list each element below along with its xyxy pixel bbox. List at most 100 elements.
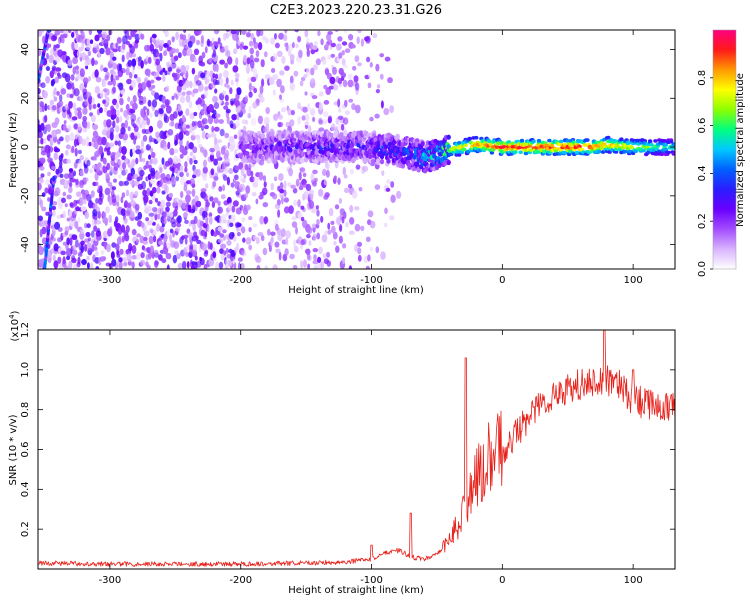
spectrogram-cell <box>352 65 357 71</box>
spectrogram-cell <box>185 108 190 116</box>
spectrogram-cell <box>51 205 57 211</box>
spectrogram-cell <box>341 216 345 224</box>
spectrogram-cell <box>39 199 44 209</box>
spectrogram-cell <box>330 123 336 132</box>
spectrogram-cell <box>337 36 343 42</box>
spectrogram-cell <box>77 110 82 120</box>
spectrogram-cell <box>155 52 161 57</box>
spectrogram-cell <box>124 119 129 129</box>
spectrogram-cell <box>47 171 51 177</box>
spectrogram-cell <box>63 30 69 35</box>
spectrogram-cell <box>212 251 217 259</box>
spectrogram-cell <box>324 68 330 76</box>
spectrogram-cell <box>148 125 154 133</box>
spectrogram-y-tick-label: 0 <box>20 144 31 150</box>
spectrogram-cell <box>323 179 328 186</box>
spectrogram-cell <box>131 261 135 269</box>
spectrogram-cell <box>255 256 262 264</box>
spectrogram-cell <box>122 133 128 141</box>
spectrogram-cell <box>183 44 188 51</box>
spectrogram-cell <box>192 88 199 94</box>
spectrogram-cell <box>330 220 335 225</box>
spectrogram-cell <box>357 254 362 262</box>
spectrogram-cell <box>306 226 313 235</box>
spectrogram-cell <box>101 31 108 39</box>
snr-y-multiplier: (x104) <box>8 310 21 341</box>
spectrogram-cell <box>231 232 235 238</box>
spectrogram-cell <box>140 139 145 148</box>
spectrogram-cell <box>42 90 48 99</box>
spectrogram-cell <box>142 96 147 104</box>
spectrogram-cell <box>200 72 206 79</box>
spectrogram-signal-cell <box>467 137 472 141</box>
spectrogram-cell <box>102 211 107 218</box>
spectrogram-cell <box>52 33 58 41</box>
spectrogram-cell <box>130 199 136 206</box>
spectrogram-signal-cell <box>386 158 391 164</box>
spectrogram-cell <box>165 185 169 195</box>
spectrogram-signal-cell <box>523 151 529 156</box>
spectrogram-cell <box>80 244 85 254</box>
spectrogram-cell <box>60 153 64 159</box>
spectrogram-cell <box>200 62 206 67</box>
spectrogram-cell <box>70 74 75 81</box>
spectrogram-cell <box>231 114 238 121</box>
spectrogram-cell <box>130 79 136 88</box>
spectrogram-cell <box>221 90 227 96</box>
spectrogram-cell <box>180 64 187 74</box>
spectrogram-cell <box>192 243 198 252</box>
spectrogram-cell <box>123 200 129 208</box>
spectrogram-cell <box>229 98 235 105</box>
spectrogram-cell <box>117 159 124 166</box>
spectrogram-cell <box>99 89 104 99</box>
spectrogram-cell <box>171 95 175 101</box>
spectrogram-cell <box>276 50 283 58</box>
spectrogram-cell <box>223 70 229 78</box>
spectrogram-cell <box>96 227 101 233</box>
spectrogram-cell <box>119 97 124 106</box>
spectrogram-cell <box>366 56 371 63</box>
spectrogram-cell <box>106 88 110 96</box>
spectrogram-cell <box>105 142 110 149</box>
spectrogram-cell <box>41 192 46 198</box>
spectrogram-cell <box>153 249 159 255</box>
spectrogram-cell <box>245 119 249 125</box>
spectrogram-cell <box>106 162 111 171</box>
spectrogram-cell <box>201 243 208 252</box>
spectrogram-cell <box>283 180 287 190</box>
spectrogram-cell <box>273 113 279 121</box>
spectrogram-cell <box>263 216 269 224</box>
spectrogram-cell <box>312 169 318 175</box>
spectrogram-cell <box>237 40 241 46</box>
spectrogram-cell <box>264 74 271 80</box>
spectrogram-cell <box>292 187 298 194</box>
spectrogram-signal-cell <box>585 138 590 142</box>
spectrogram-cell <box>148 235 154 245</box>
spectrogram-cell <box>181 34 187 41</box>
spectrogram-cell <box>173 148 179 154</box>
spectrogram-cell <box>86 58 92 65</box>
spectrogram-cell <box>115 125 120 133</box>
spectrogram-cell <box>289 119 295 127</box>
spectrogram-cell <box>71 255 76 261</box>
spectrogram-cell <box>57 165 63 174</box>
spectrogram-cell <box>147 56 152 64</box>
spectrogram-cell <box>185 64 190 71</box>
spectrogram-signal-cell <box>370 159 376 165</box>
spectrogram-cell <box>368 72 371 79</box>
spectrogram-cell <box>375 63 380 72</box>
spectrogram-cell <box>161 211 168 218</box>
spectrogram-cell <box>54 30 61 36</box>
spectrogram-cell <box>283 206 290 214</box>
spectrogram-cell <box>140 108 145 118</box>
spectrogram-cell <box>75 178 79 186</box>
spectrogram-cell <box>316 209 320 217</box>
spectrogram-cell <box>95 135 102 142</box>
spectrogram-cell <box>340 72 346 78</box>
spectrogram-cell <box>283 197 289 203</box>
spectrogram-cell <box>156 223 160 232</box>
spectrogram-cell <box>141 180 147 190</box>
spectrogram-cell <box>127 59 133 67</box>
spectrogram-cell <box>173 55 179 61</box>
spectrogram-cell <box>224 156 230 165</box>
